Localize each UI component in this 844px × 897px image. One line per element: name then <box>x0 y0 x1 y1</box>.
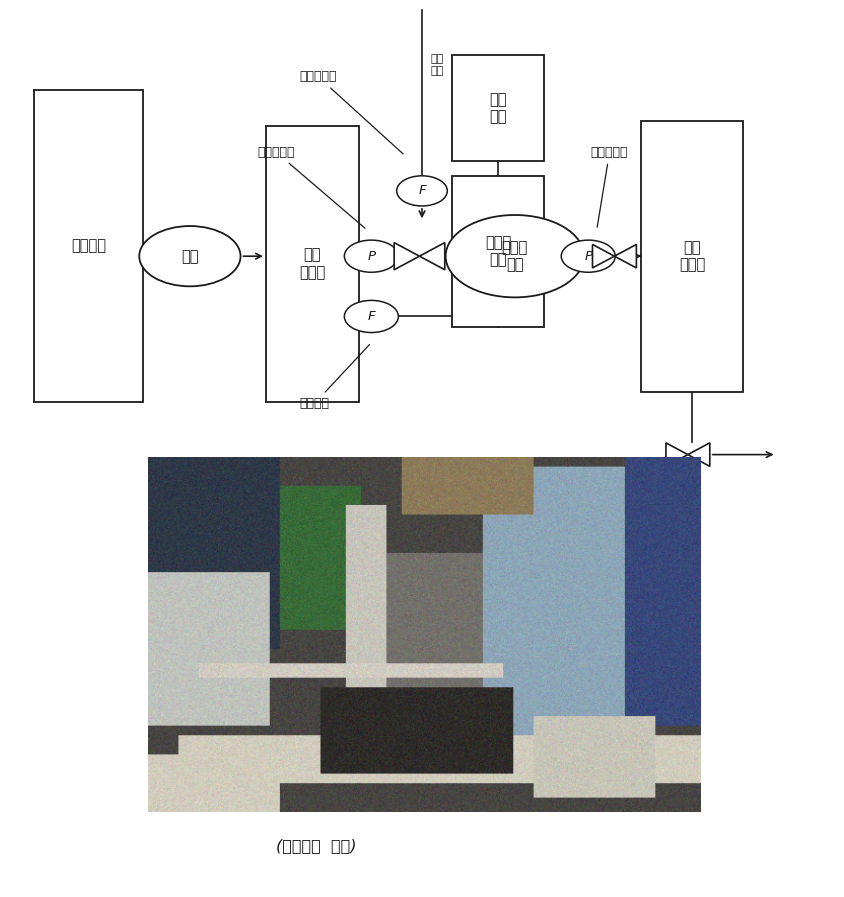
Text: 상부압력계: 상부압력계 <box>257 145 365 228</box>
Circle shape <box>561 240 615 273</box>
Text: (시험장치  구성도): (시험장치 구성도) <box>272 477 361 492</box>
Text: F: F <box>418 185 426 197</box>
Polygon shape <box>614 244 636 268</box>
Circle shape <box>397 176 447 206</box>
Bar <box>452 176 544 327</box>
Bar <box>266 126 359 402</box>
Text: F: F <box>367 310 376 323</box>
Text: P: P <box>367 249 376 263</box>
Text: 상부
저수조: 상부 저수조 <box>299 248 326 280</box>
Text: 하부
저수조: 하부 저수조 <box>679 240 706 273</box>
Polygon shape <box>666 443 688 466</box>
Bar <box>641 120 743 392</box>
Text: 공기유량계: 공기유량계 <box>300 70 403 154</box>
Polygon shape <box>394 242 419 270</box>
Polygon shape <box>419 242 445 270</box>
Circle shape <box>446 215 584 298</box>
Text: (시험장치  사진): (시험장치 사진) <box>276 839 357 853</box>
Circle shape <box>344 300 398 333</box>
Polygon shape <box>592 244 614 268</box>
Text: 서보
모터: 서보 모터 <box>490 91 506 124</box>
Circle shape <box>344 240 398 273</box>
Text: 시험용
펌프: 시험용 펌프 <box>501 240 528 273</box>
Text: 하부압력계: 하부압력계 <box>591 145 628 227</box>
Circle shape <box>139 226 241 286</box>
Text: 공기
흡입: 공기 흡입 <box>430 55 444 76</box>
Text: P: P <box>584 249 592 263</box>
Text: 대형수조: 대형수조 <box>71 239 106 254</box>
Text: 토오크
미터: 토오크 미터 <box>484 235 511 267</box>
Bar <box>452 56 544 161</box>
Text: 물유량계: 물유량계 <box>300 344 370 410</box>
Polygon shape <box>688 443 710 466</box>
Text: 펌프: 펌프 <box>181 248 198 264</box>
Bar <box>34 91 143 402</box>
